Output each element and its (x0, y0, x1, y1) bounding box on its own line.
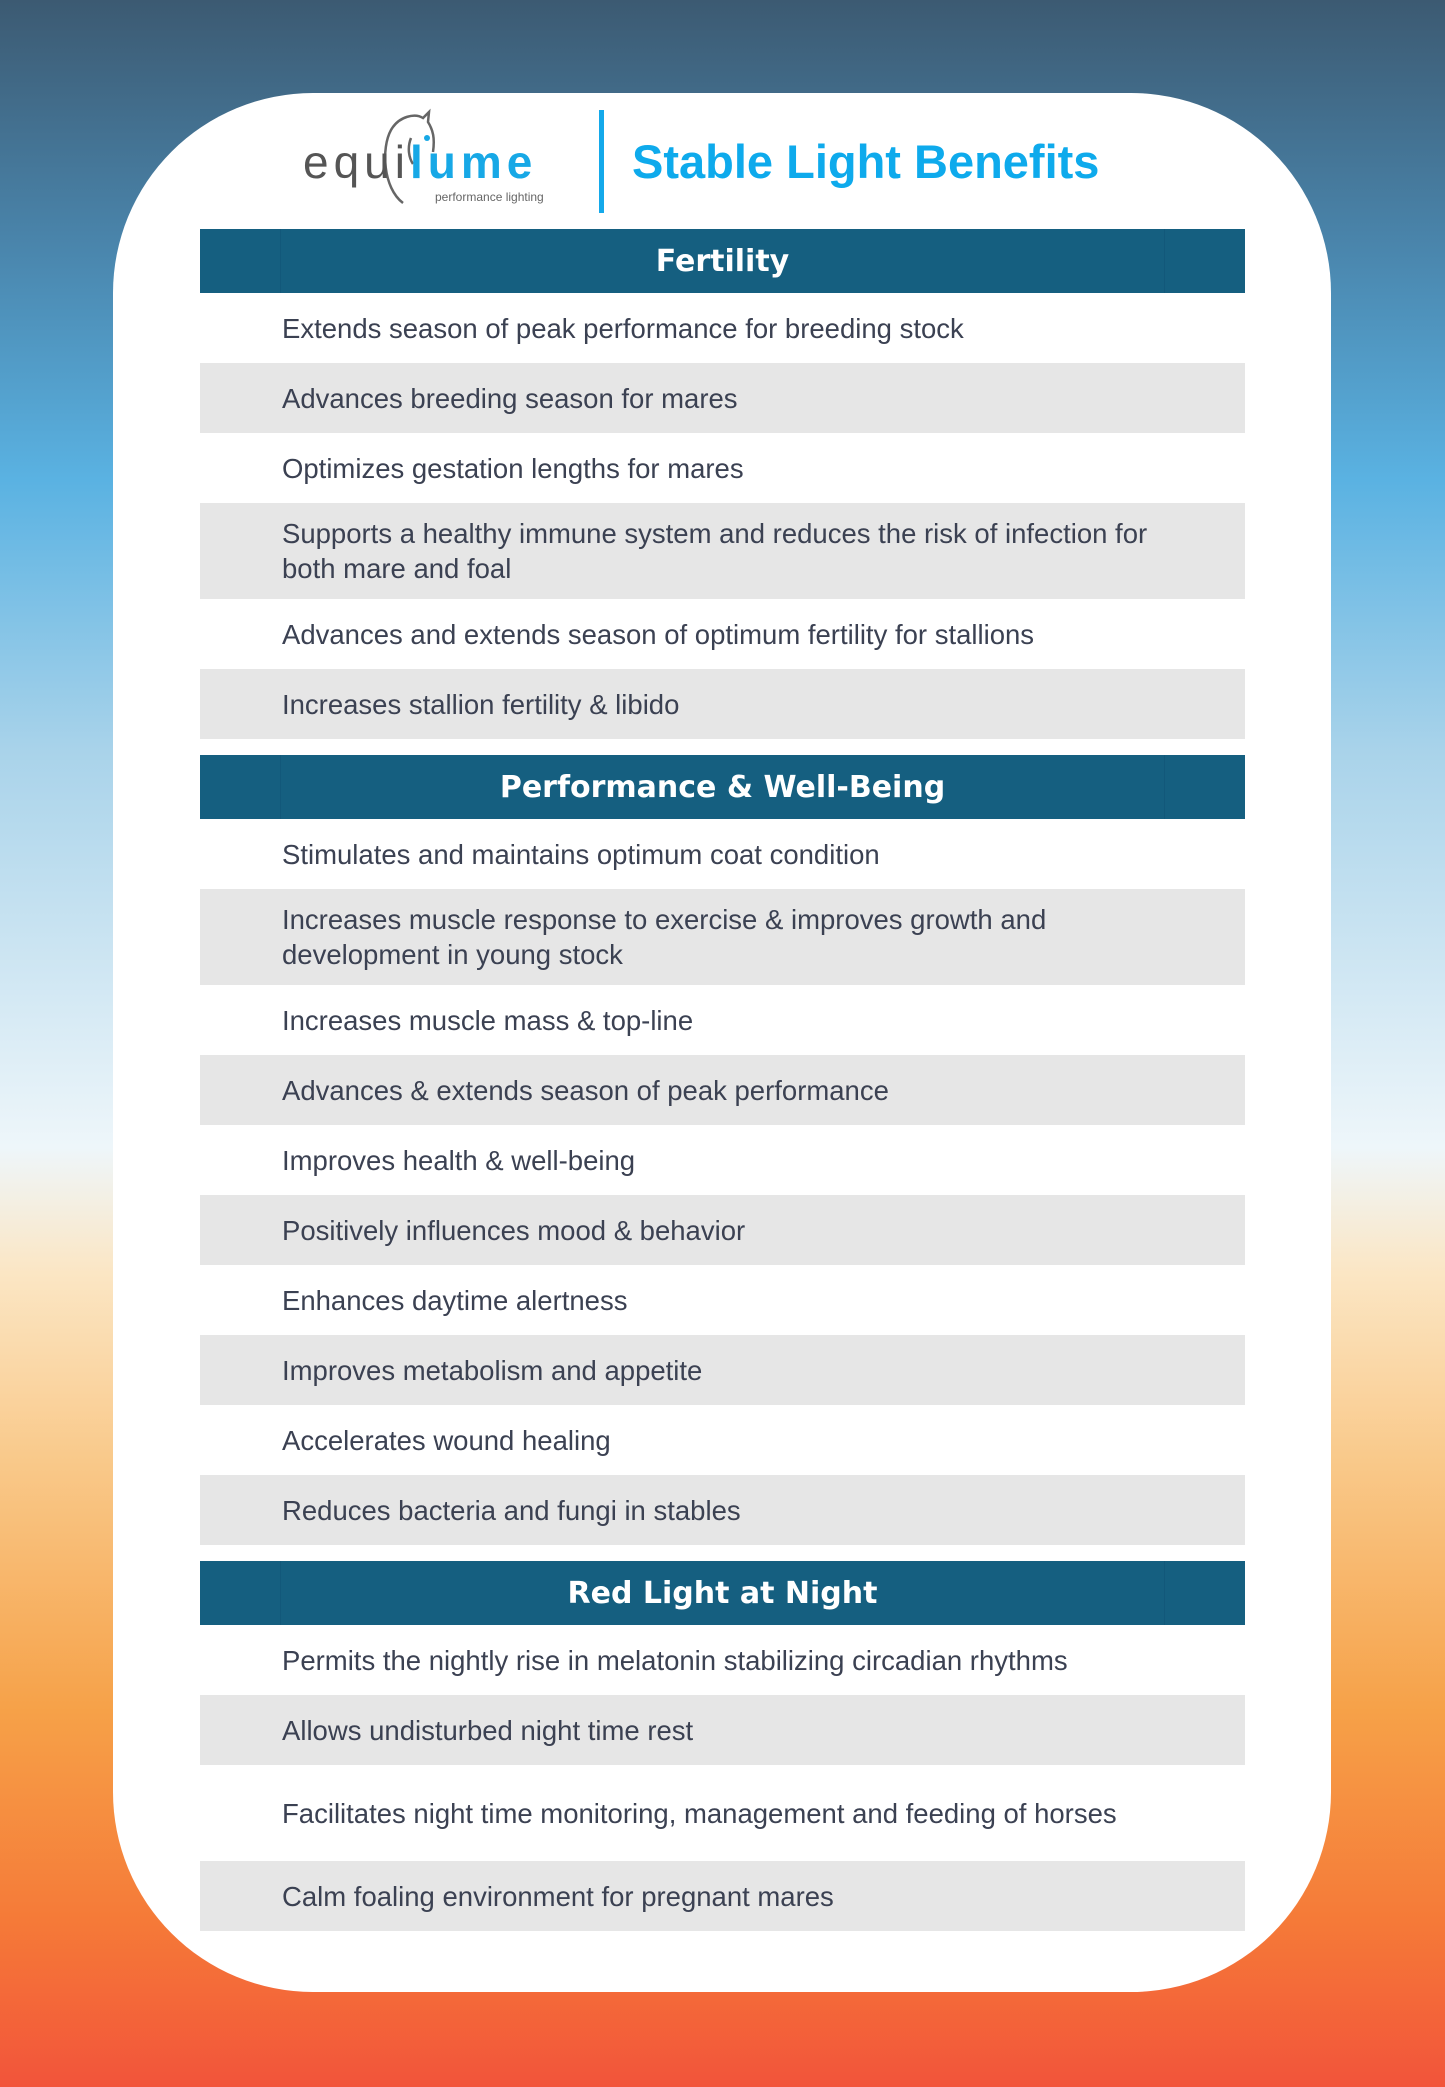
benefit-text: Accelerates wound healing (282, 1424, 611, 1456)
benefit-row: Extends season of peak performance for b… (200, 293, 1245, 363)
benefit-row: Accelerates wound healing (200, 1405, 1245, 1475)
logo-tagline: performance lighting (435, 190, 544, 204)
logo-word-part-a: equi (303, 136, 410, 188)
benefit-row: Calm foaling environment for pregnant ma… (200, 1861, 1245, 1931)
benefit-row: Facilitates night time monitoring, manag… (200, 1765, 1245, 1861)
benefit-row: Enhances daytime alertness (200, 1265, 1245, 1335)
benefits-table: Fertility Extends season of peak performa… (200, 229, 1245, 1931)
benefit-text: Allows undisturbed night time rest (282, 1714, 694, 1746)
benefit-row: Supports a healthy immune system and red… (200, 503, 1245, 599)
logo-word-part-b: lume (409, 136, 538, 188)
horse-head-icon (383, 108, 436, 204)
benefit-text: Reduces bacteria and fungi in stables (282, 1494, 741, 1526)
section-heading: Fertility (200, 229, 1245, 293)
section-heading: Performance & Well-Being (200, 755, 1245, 819)
benefit-text: Supports a healthy immune system and red… (282, 518, 1148, 584)
benefit-text: Advances & extends season of peak perfor… (282, 1074, 889, 1106)
benefit-row: Advances & extends season of peak perfor… (200, 1055, 1245, 1125)
benefit-row: Permits the nightly rise in melatonin st… (200, 1625, 1245, 1695)
benefit-row: Improves health & well-being (200, 1125, 1245, 1195)
benefit-text: Advances and extends season of optimum f… (282, 618, 1035, 650)
title-divider (599, 110, 604, 213)
benefit-text: Enhances daytime alertness (282, 1284, 628, 1316)
benefit-row: Stimulates and maintains optimum coat co… (200, 819, 1245, 889)
benefit-text: Facilitates night time monitoring, manag… (282, 1797, 1117, 1829)
benefit-row: Increases muscle response to exercise & … (200, 889, 1245, 985)
benefit-text: Calm foaling environment for pregnant ma… (282, 1880, 834, 1912)
benefit-text: Increases muscle response to exercise & … (282, 904, 1047, 970)
benefit-text: Increases muscle mass & top-line (282, 1004, 694, 1036)
benefit-row: Increases muscle mass & top-line (200, 985, 1245, 1055)
benefit-row: Allows undisturbed night time rest (200, 1695, 1245, 1765)
page-title: Stable Light Benefits (632, 135, 1100, 188)
benefit-row: Positively influences mood & behavior (200, 1195, 1245, 1265)
benefit-text: Stimulates and maintains optimum coat co… (282, 838, 880, 870)
benefit-row: Optimizes gestation lengths for mares (200, 433, 1245, 503)
benefit-text: Positively influences mood & behavior (282, 1214, 746, 1246)
benefit-text: Advances breeding season for mares (282, 382, 738, 414)
equilume-logo: equilume performance lighting (303, 108, 563, 213)
benefit-row: Increases stallion fertility & libido (200, 669, 1245, 739)
benefit-text: Increases stallion fertility & libido (282, 688, 680, 720)
section-gap (200, 1545, 1245, 1561)
section-heading: Red Light at Night (200, 1561, 1245, 1625)
benefit-text: Improves health & well-being (282, 1144, 636, 1176)
benefit-text: Permits the nightly rise in melatonin st… (282, 1644, 1068, 1676)
benefit-text: Optimizes gestation lengths for mares (282, 452, 744, 484)
benefit-row: Reduces bacteria and fungi in stables (200, 1475, 1245, 1545)
benefit-text: Extends season of peak performance for b… (282, 312, 964, 344)
benefit-row: Advances breeding season for mares (200, 363, 1245, 433)
benefit-row: Improves metabolism and appetite (200, 1335, 1245, 1405)
logo-wordmark: equilume (303, 138, 537, 186)
benefit-text: Improves metabolism and appetite (282, 1354, 703, 1386)
section-gap (200, 739, 1245, 755)
benefit-row: Advances and extends season of optimum f… (200, 599, 1245, 669)
